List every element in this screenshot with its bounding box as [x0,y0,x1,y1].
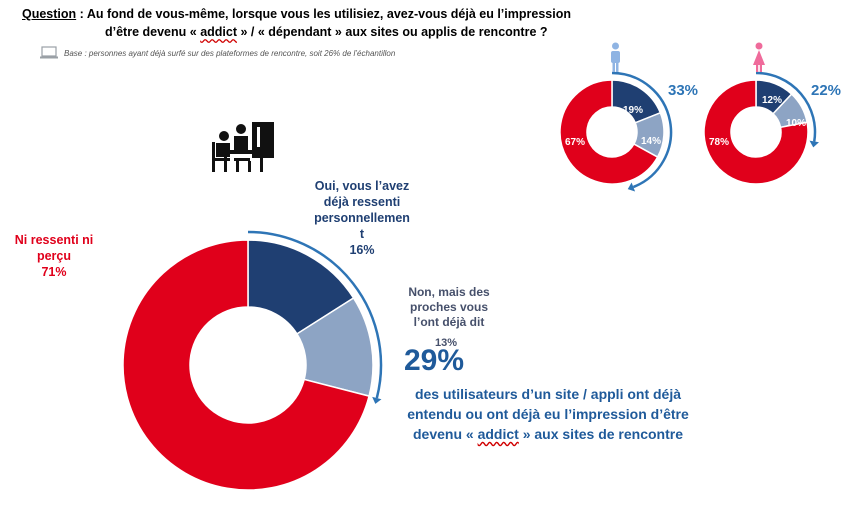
men-total-pct: 33% [668,82,699,99]
question-text-2b: » / « dépendant » aux sites ou applis de… [237,25,548,39]
headline-line-3b: » aux sites de rencontre [518,426,683,442]
label-yes-line-1: Oui, vous l’avez [314,179,410,193]
base-note: Base : personnes ayant déjà surfé sur de… [64,49,396,58]
headline-text: des utilisateurs d’un site / appli ont d… [398,384,698,444]
label-ni: Ni ressenti ni perçu 71% [10,232,98,280]
label-yes-line-4: t [359,227,365,241]
question-line-2: d’être devenu « addict » / « dépendant »… [105,24,548,40]
people-at-computer-icon [210,120,278,179]
headline-line-2: entendu ou ont déjà eu l’impression d’êt… [407,406,689,422]
label-proches: Non, mais des proches vous l’ont déjà di… [394,285,504,330]
women-total-pct: 22% [811,82,842,99]
women-label-78: 78% [709,137,729,148]
men-label-14: 14% [641,136,661,147]
headline-percent: 29% [404,344,465,377]
question-line-1: Question : Au fond de vous-même, lorsque… [22,6,571,22]
headline-line-3: devenu « addict » aux sites de rencontre [398,424,698,444]
headline-line-3a: devenu « [412,426,478,442]
women-arrow-head [809,140,819,148]
main-arrow-head [372,396,382,404]
value-ni: 71% [41,265,67,279]
question-addict-word: addict [200,25,237,39]
women-donut-segments [703,79,809,185]
men-label-67: 67% [565,137,585,148]
label-yes: Oui, vous l’avez déjà ressenti personnel… [292,178,432,258]
label-proches-line-1: Non, mais des [408,285,490,299]
value-proches: 13% [435,337,458,349]
men-arrow-head [627,182,636,192]
headline-line-1: des utilisateurs d’un site / appli ont d… [414,386,682,402]
question-text-2a: d’être devenu « [105,25,201,39]
main-arrow-arc [247,230,383,399]
label-yes-line-3: personnellemen [314,211,410,225]
main-donut-segments [122,239,374,491]
female-icon [753,42,765,72]
label-ni-line-1: Ni ressenti ni [14,233,94,247]
label-proches-line-3: l’ont déjà dit [413,315,485,329]
main-segment-ni [122,239,370,491]
men-donut-segments [559,79,665,185]
women-arrow-arc [755,71,817,142]
women-label-10: 10% [786,118,806,129]
question-label: Question [22,7,77,21]
men-segment-67 [559,79,659,185]
male-icon [611,42,620,72]
label-yes-line-2: déjà ressenti [323,195,401,209]
headline-addict-word: addict [477,426,519,442]
question-text-1: : Au fond de vous-même, lorsque vous les… [76,7,571,21]
men-arrow-arc [611,71,673,189]
value-yes: 16% [349,243,375,257]
men-label-19: 19% [623,105,643,116]
label-ni-line-2: perçu [36,249,72,263]
women-segment-78 [703,79,809,185]
laptop-icon [39,46,59,65]
women-label-12: 12% [762,95,782,106]
label-proches-line-2: proches vous [409,300,489,314]
